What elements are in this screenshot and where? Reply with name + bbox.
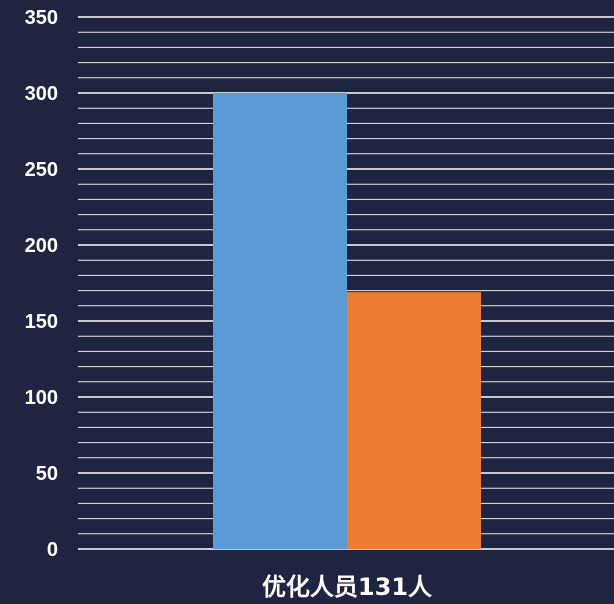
x-category-label: 优化人员131人 (262, 573, 432, 601)
y-tick-label: 200 (25, 235, 58, 257)
y-tick-label: 50 (36, 463, 58, 485)
bar-layer (213, 93, 481, 549)
y-tick-label: 300 (25, 83, 58, 105)
y-tick-label: 150 (25, 311, 58, 333)
y-tick-label: 350 (25, 7, 58, 29)
bar-series-1 (213, 93, 347, 549)
y-tick-label: 0 (47, 539, 58, 561)
y-tick-label: 100 (25, 387, 58, 409)
axis-layer: 0 50 100 150 200 250 300 350 优化人员131人 (25, 7, 432, 601)
y-tick-label: 250 (25, 159, 58, 181)
bar-series-2 (347, 292, 481, 549)
